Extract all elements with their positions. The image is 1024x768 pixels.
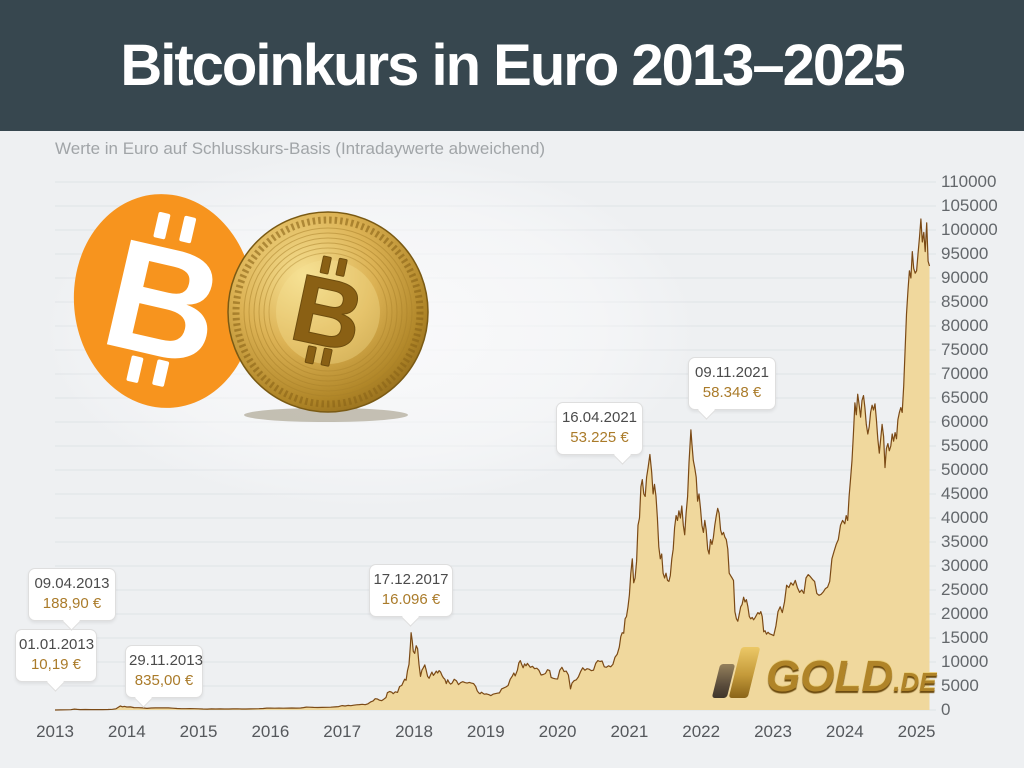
x-axis-label: 2022 — [682, 722, 721, 741]
y-axis-label: 30000 — [941, 556, 989, 575]
gold-de-watermark: GOLD .DE — [711, 642, 936, 700]
y-axis-label: 10000 — [941, 652, 989, 671]
y-axis-label: 65000 — [941, 388, 989, 407]
y-axis-label: 20000 — [941, 604, 989, 623]
price-line — [54, 218, 931, 711]
price-area — [55, 219, 930, 710]
watermark-suffix-text: .DE — [893, 667, 937, 697]
x-axis-label: 2016 — [251, 722, 290, 741]
callout-09.11.2021: 09.11.2021 58.348 € — [688, 357, 776, 420]
x-axis-label: 2015 — [179, 722, 218, 741]
callout-value: 10,19 € — [30, 656, 82, 673]
x-axis-label: 2017 — [323, 722, 362, 741]
chart-subtitle: Werte in Euro auf Schlusskurs-Basis (Int… — [55, 139, 546, 158]
x-axis-label: 2024 — [825, 722, 864, 741]
callout-value: 58.348 € — [702, 384, 762, 401]
callout-date: 09.11.2021 — [695, 364, 769, 381]
page-title: Bitcoinkurs in Euro 2013–2025 — [120, 33, 905, 98]
gold-de-logo-text: GOLD .DE — [766, 655, 936, 699]
callout-date: 01.01.2013 — [19, 636, 95, 653]
x-axis-label: 2023 — [754, 722, 792, 741]
y-axis-label: 85000 — [941, 292, 989, 311]
callout-value: 835,00 € — [134, 672, 194, 689]
callout-value: 16.096 € — [381, 591, 441, 608]
x-axis-label: 2018 — [395, 722, 433, 741]
y-axis-label: 70000 — [941, 364, 989, 383]
y-axis-label: 45000 — [941, 484, 989, 503]
callout-date: 29.11.2013 — [129, 652, 203, 669]
y-axis-label: 75000 — [941, 340, 989, 359]
callout-date: 09.04.2013 — [34, 575, 110, 592]
y-axis-label: 50000 — [941, 460, 989, 479]
callout-29.11.2013: 29.11.2013 835,00 € — [125, 645, 203, 708]
callout-16.04.2021: 16.04.2021 53.225 € — [556, 402, 643, 465]
x-axis-label: 2019 — [466, 722, 505, 741]
y-axis-label: 15000 — [941, 628, 989, 647]
bitcoin-coin-image: B — [227, 211, 429, 422]
callout-date: 17.12.2017 — [373, 571, 449, 588]
y-axis-label: 110000 — [941, 172, 997, 191]
callout-value: 188,90 € — [42, 595, 102, 612]
bitcoin-logo-ellipse — [73, 194, 255, 408]
callout-09.04.2013: 09.04.2013 188,90 € — [28, 568, 116, 631]
watermark-main-text: GOLD — [766, 652, 894, 701]
callout-date: 16.04.2021 — [561, 409, 638, 426]
y-axis-label: 35000 — [941, 532, 989, 551]
x-axis-label: 2013 — [36, 722, 74, 741]
bitcoin-logo-icon: B — [73, 194, 255, 408]
x-axis-label: 2025 — [897, 722, 936, 741]
y-axis-label: 60000 — [941, 412, 989, 431]
y-axis-label: 5000 — [941, 676, 979, 695]
y-axis-label: 105000 — [941, 196, 998, 215]
y-axis-label: 25000 — [941, 580, 989, 599]
gold-bars-icon — [711, 644, 762, 700]
x-axis-label: 2021 — [610, 722, 649, 741]
y-axis-label: 90000 — [941, 268, 989, 287]
y-axis-label: 80000 — [941, 316, 989, 335]
header-banner: Bitcoinkurs in Euro 2013–2025 — [0, 0, 1024, 131]
y-axis-label: 40000 — [941, 508, 989, 527]
x-axis-label: 2014 — [107, 722, 146, 741]
y-axis-label: 95000 — [941, 244, 989, 263]
x-axis-label: 2020 — [538, 722, 577, 741]
y-axis-label: 100000 — [941, 220, 998, 239]
y-axis-label: 55000 — [941, 436, 989, 455]
x-axis: 2013 2014 2015 2016 2017 2018 2019 2020 2021 2022… — [0, 722, 1024, 744]
callout-01.01.2013: 01.01.2013 10,19 € — [15, 629, 97, 692]
callout-value: 53.225 € — [570, 429, 629, 446]
y-axis-label: 0 — [941, 700, 951, 719]
callout-17.12.2017: 17.12.2017 16.096 € — [369, 564, 453, 627]
